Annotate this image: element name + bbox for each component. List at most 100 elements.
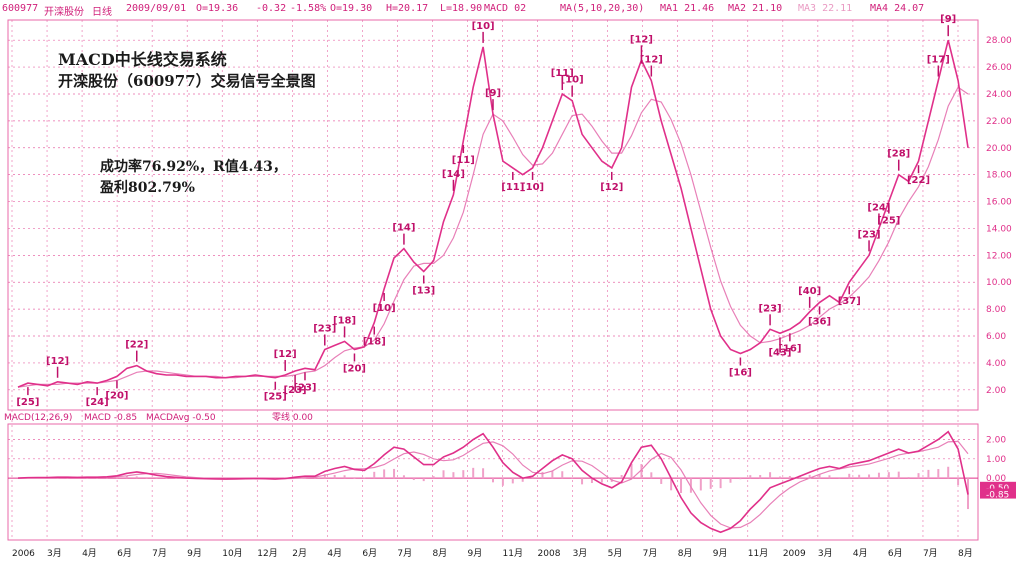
macd-tick-label: 0.00 (986, 474, 1006, 484)
price-panel-border (7, 19, 979, 411)
price-tick-label: 4.00 (986, 359, 1006, 369)
x-tick-label: 7月 (923, 548, 938, 559)
signal-label: [23] (293, 382, 316, 393)
price-tick-label: 10.00 (986, 278, 1012, 288)
x-tick-label: 3月 (818, 548, 833, 559)
signal-label: [25] (877, 216, 900, 227)
signal-label: [10] (373, 303, 396, 314)
stats-line-2: 盈利802.79% (100, 180, 195, 196)
price-tick-label: 26.00 (986, 63, 1012, 73)
price-tick-label: 18.00 (986, 171, 1012, 181)
signal-label: [23] (759, 303, 782, 314)
grid (7, 19, 979, 541)
macd-value: MACD -0.85 (84, 413, 137, 423)
signal-label: [22] (125, 340, 148, 351)
signal-label: [23] (284, 385, 307, 396)
price-tick-label: 8.00 (986, 305, 1006, 315)
x-tick-label: 5月 (608, 548, 623, 559)
signal-label: [18] (333, 315, 356, 326)
signal-label: [18] (363, 337, 386, 348)
ma4-value: MA4 24.07 (870, 3, 925, 14)
signal-label: [12] (630, 34, 653, 45)
x-tick-label: 6月 (117, 548, 132, 559)
x-tick-label: 2月 (292, 548, 307, 559)
signal-label: [25] (264, 392, 287, 403)
period-label: 日线 (92, 7, 112, 18)
x-tick-label: 7月 (397, 548, 412, 559)
ma-params: MA(5,10,20,30) (560, 3, 645, 14)
stock-code: 600977 (2, 3, 39, 14)
series (17, 40, 969, 534)
quote-change: -0.32 (256, 3, 287, 14)
signal-label: [12] (274, 349, 297, 360)
price-tick-label: 20.00 (986, 144, 1012, 154)
trade-signals: [25][12][24][20][22][25][12][23][23][23]… (16, 14, 956, 408)
signal-label: [23] (313, 323, 336, 334)
macd-line (17, 430, 969, 534)
signal-label: [43] (768, 347, 791, 358)
signal-label: [17] (927, 55, 950, 66)
signal-label: [37] (838, 296, 861, 307)
price-tick-label: 22.00 (986, 117, 1012, 127)
signal-label: [11] (452, 155, 475, 166)
x-tick-label: 12月 (257, 548, 277, 559)
stats-line-1: 成功率76.92%，R值4.43， (100, 159, 287, 175)
signal-label: [22] (907, 175, 930, 186)
x-tick-label: 9月 (713, 548, 728, 559)
ma-line (17, 86, 969, 388)
price-tick-label: 2.00 (986, 386, 1006, 396)
macd-panel-border (7, 423, 979, 541)
x-tick-label: 6月 (362, 548, 377, 559)
signal-label: [20] (343, 363, 366, 374)
ma3-value: MA3 22.11 (798, 3, 853, 14)
x-tick-label: 4月 (853, 548, 868, 559)
x-tick-label: 11月 (503, 548, 523, 559)
macd-value-tag (980, 481, 1016, 492)
y-axis-ticks: 2.00 4.00 6.00 8.00 10.00 12.00 14.00 16.00 18.0… (980, 36, 1016, 501)
x-tick-label: 2006 (12, 549, 35, 559)
signal-label: [10] (472, 21, 495, 32)
signal-label: [10] (521, 182, 544, 193)
signal-label: [14] (392, 223, 415, 234)
quote-header: 600977 开滦股份 日线 2009/09/01 O=19.36 -0.32 … (0, 0, 1030, 18)
x-tick-label: 8月 (958, 548, 973, 559)
x-tick-label: 3月 (47, 548, 62, 559)
signal-label: [40] (798, 286, 821, 297)
signal-label: [14] (442, 169, 465, 180)
x-tick-label: 10月 (222, 548, 242, 559)
price-tick-label: 16.00 (986, 198, 1012, 208)
x-tick-label: 7月 (643, 548, 658, 559)
price-tick-label: 24.00 (986, 90, 1012, 100)
signal-label: [28] (887, 149, 910, 160)
x-axis-labels: 2006 3月 4月 6月 7月 9月 10月 12月 2月 4月 6月 7月 8月 9月 11月 2008 3… (12, 548, 973, 559)
signal-label: [9] (485, 88, 501, 99)
signal-label: [12] (600, 182, 623, 193)
signal-label: [25] (16, 397, 39, 408)
ma2-value: MA2 21.10 (728, 3, 783, 14)
quote-date: 2009/09/01 (126, 3, 187, 14)
price-line (17, 40, 969, 388)
signal-label: [12] (640, 55, 663, 66)
macd-avg-line (17, 440, 969, 529)
x-tick-label: 11月 (748, 548, 768, 559)
quote-high: H=20.17 (386, 3, 429, 14)
signal-label: [11] (501, 182, 524, 193)
macd-params: MACD(12,26,9) (4, 413, 72, 423)
macd-tick-label: -0.85 (986, 491, 1009, 501)
signal-label: [23] (858, 229, 881, 240)
x-tick-label: 9月 (467, 548, 482, 559)
x-tick-label: 4月 (327, 548, 342, 559)
price-tick-label: 12.00 (986, 251, 1012, 261)
x-tick-label: 2009 (783, 549, 806, 559)
signal-label: [36] (808, 316, 831, 327)
macd-indicator-label: MACD 02 (484, 3, 527, 14)
signal-label: [10] (561, 75, 584, 86)
quote-pct: -1.58% (290, 3, 327, 14)
price-tick-label: 28.00 (986, 36, 1012, 46)
signal-label: [9] (940, 14, 956, 25)
quote-open: O=19.30 (330, 3, 373, 14)
macd-tick-label: 2.00 (986, 435, 1006, 445)
signal-label: [13] (412, 285, 435, 296)
